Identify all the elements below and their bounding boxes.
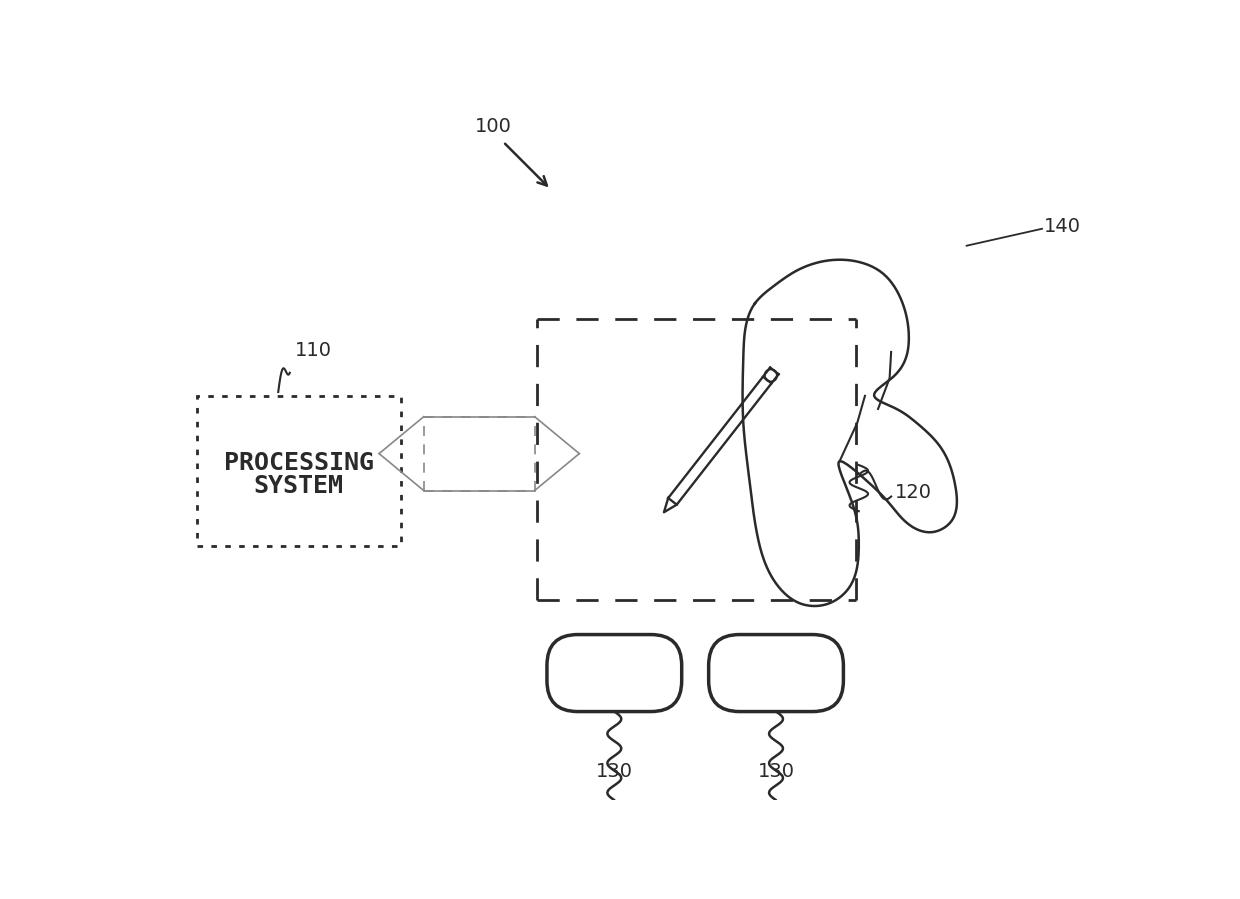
- Text: 140: 140: [1044, 217, 1080, 236]
- Text: 120: 120: [895, 483, 932, 502]
- Text: 130: 130: [758, 762, 795, 781]
- Text: PROCESSING: PROCESSING: [223, 451, 373, 476]
- Text: 130: 130: [596, 762, 632, 781]
- Text: 110: 110: [295, 341, 332, 360]
- Text: SYSTEM: SYSTEM: [254, 475, 343, 498]
- Text: 100: 100: [475, 117, 511, 136]
- Bar: [197, 396, 401, 546]
